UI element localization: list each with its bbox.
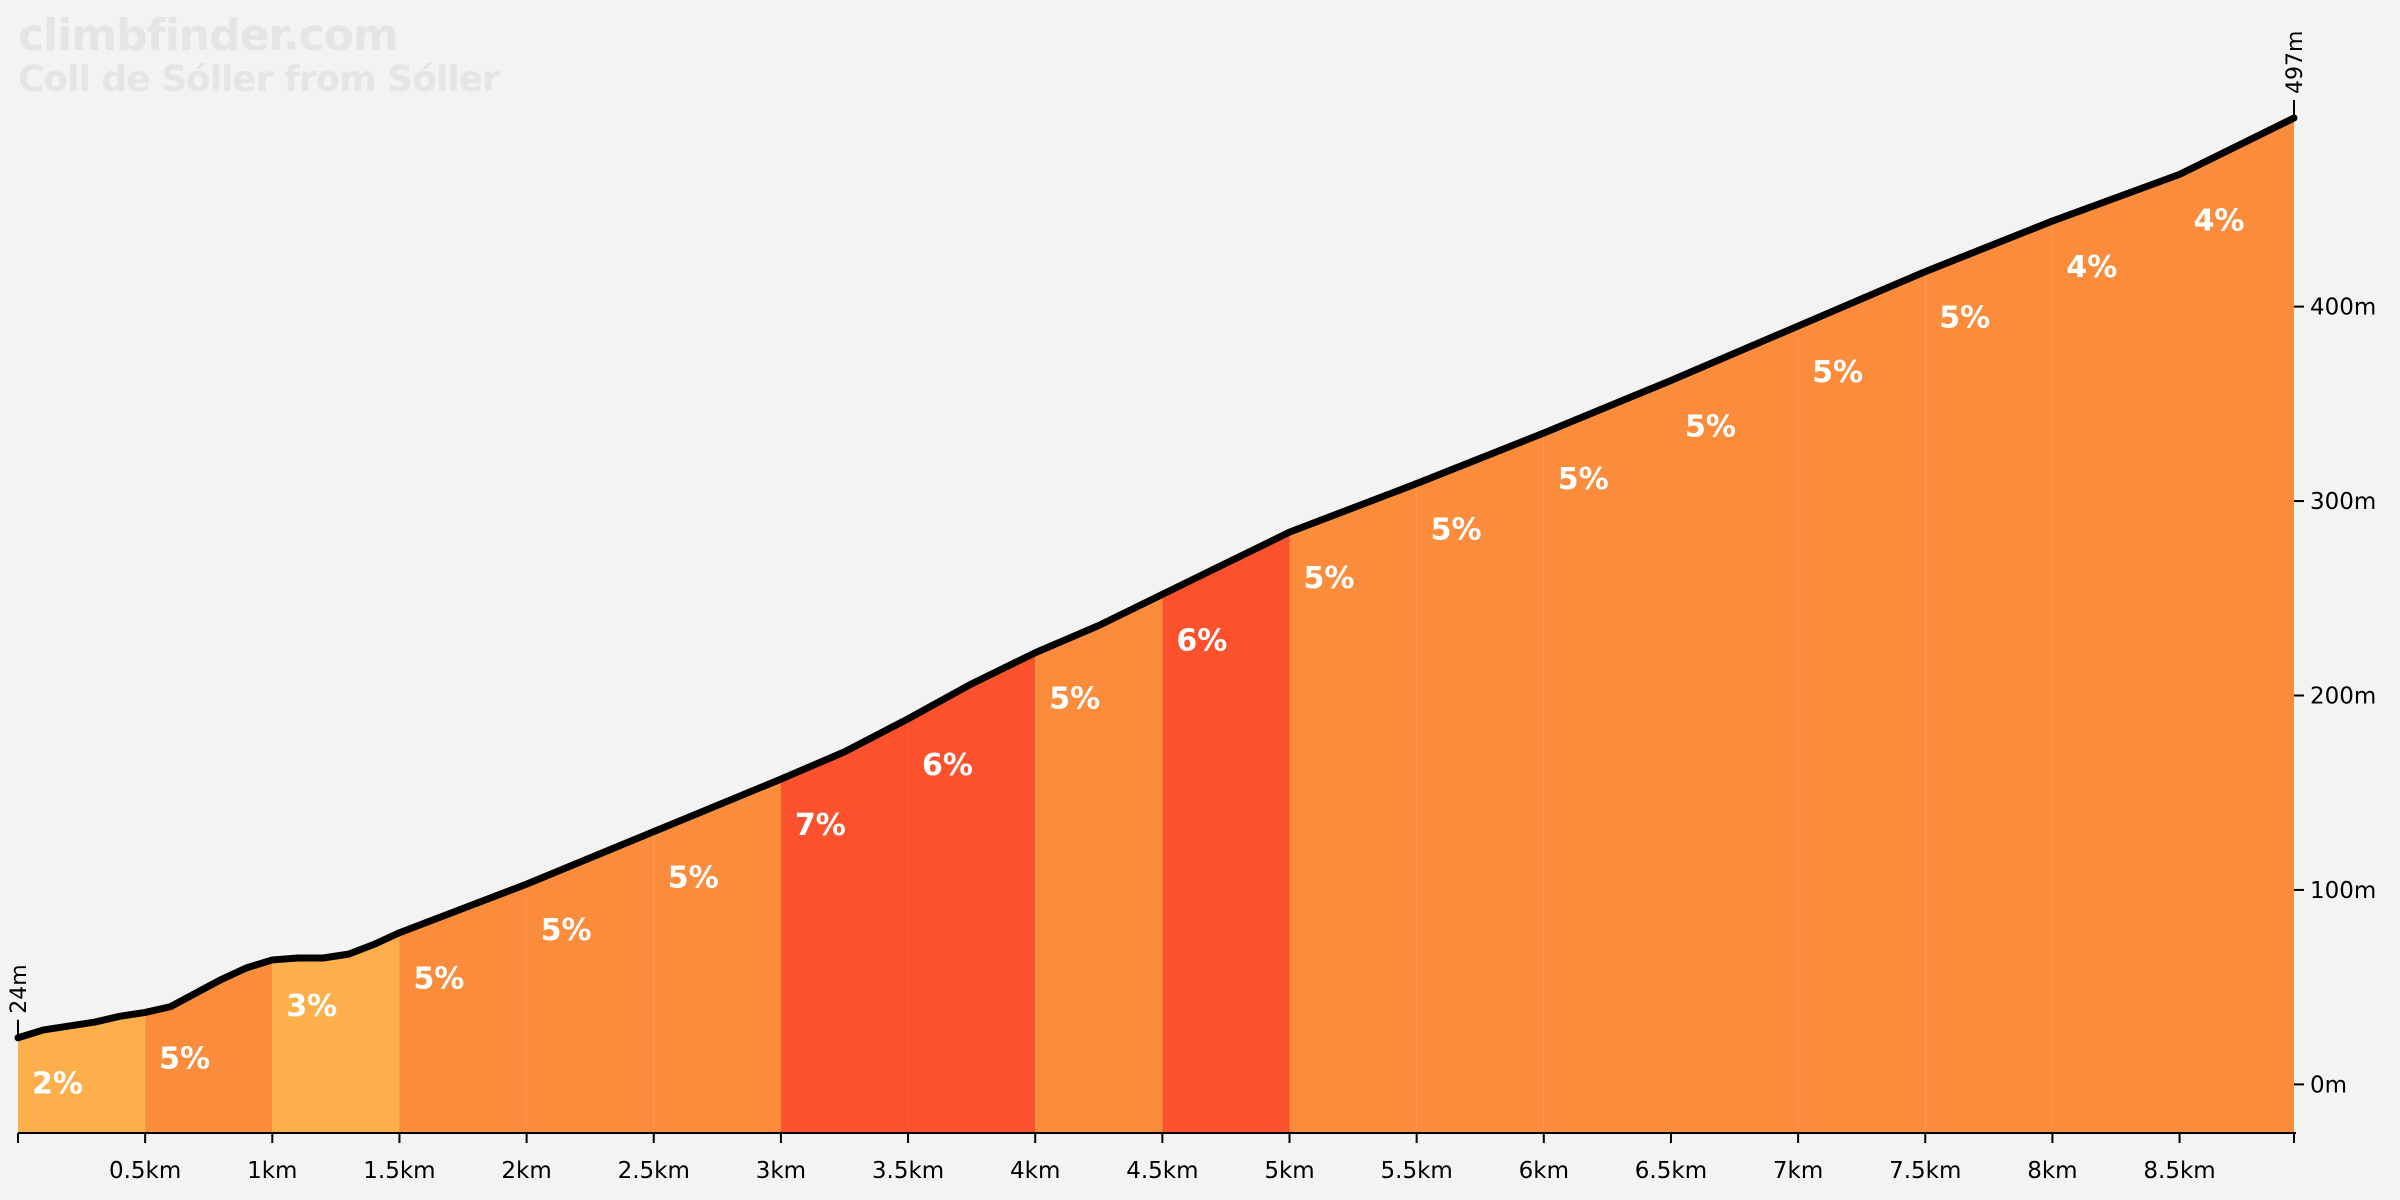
elevation-profile-line	[14, 114, 2298, 1042]
x-tick-label: 8km	[2027, 1158, 2077, 1184]
gradient-label: 5%	[413, 962, 464, 997]
x-tick-label: 7.5km	[1889, 1158, 1961, 1184]
x-tick-label: 0.5km	[109, 1158, 181, 1184]
x-tick-label: 1km	[247, 1158, 297, 1184]
gradient-label: 5%	[1049, 682, 1100, 717]
y-tick-label: 400m	[2310, 295, 2376, 321]
gradient-segment	[526, 831, 654, 1133]
y-tick-label: 100m	[2310, 878, 2376, 904]
gradient-segment	[2179, 118, 2294, 1133]
brand-watermark: climbfinder.com Coll de Sóller from Sóll…	[18, 10, 500, 100]
gradient-label: 3%	[286, 989, 337, 1024]
gradient-label: 6%	[1176, 623, 1227, 658]
gradient-labels: 2% 5% 3% 5% 5% 5% 7% 6% 5% 6% 5% 5% 5% 5% 5% 5% 4% 4%	[32, 203, 2245, 1101]
end-elevation-label: 497m	[2283, 31, 2308, 94]
x-tick-label: 7km	[1773, 1158, 1823, 1184]
x-tick-label: 3.5km	[872, 1158, 944, 1184]
gradient-segment	[399, 884, 527, 1133]
gradient-label: 4%	[2066, 250, 2117, 285]
gradient-label: 5%	[1558, 462, 1609, 497]
gradient-segment	[1416, 433, 1544, 1133]
gradient-label: 5%	[1431, 513, 1482, 548]
x-tick-label: 4km	[1010, 1158, 1060, 1184]
gradient-label: 7%	[795, 808, 846, 843]
y-tick-label: 0m	[2310, 1072, 2347, 1098]
x-tick-label: 6km	[1519, 1158, 1569, 1184]
gradient-label: 4%	[2194, 203, 2245, 238]
gradient-segment	[780, 718, 909, 1133]
gradient-segment	[908, 652, 1036, 1133]
y-tick-label: 300m	[2310, 489, 2376, 515]
gradient-label: 5%	[1685, 410, 1736, 445]
gradient-segment	[1543, 380, 1671, 1133]
gradient-segment	[1162, 532, 1290, 1133]
y-tick-label: 200m	[2310, 684, 2376, 710]
start-elevation-label: 24m	[7, 964, 32, 1013]
axes: 0.5km 1km 1.5km 2km 2.5km 3km 3.5km 4km 4.5km 5km…	[7, 31, 2376, 1184]
x-tick-label: 2.5km	[618, 1158, 690, 1184]
gradient-label: 5%	[1939, 301, 1990, 336]
climb-name: Coll de Sóller from Sóller	[18, 59, 500, 100]
x-tick-label: 5km	[1264, 1158, 1314, 1184]
x-tick-label: 8.5km	[2143, 1158, 2215, 1184]
gradient-segment	[1798, 271, 1926, 1134]
gradient-segment	[1035, 594, 1163, 1133]
gradient-label: 5%	[1304, 561, 1355, 596]
gradient-label: 5%	[668, 861, 719, 896]
gradient-label: 5%	[159, 1041, 210, 1076]
x-tick-label: 6.5km	[1635, 1158, 1707, 1184]
gradient-segment	[18, 1012, 146, 1133]
x-tick-label: 4.5km	[1126, 1158, 1198, 1184]
gradient-label: 5%	[541, 913, 592, 948]
x-tick-label: 1.5km	[363, 1158, 435, 1184]
x-tick-label: 3km	[756, 1158, 806, 1184]
gradient-label: 5%	[1812, 355, 1863, 390]
gradient-label: 2%	[32, 1067, 83, 1102]
gradient-segment	[2052, 174, 2180, 1133]
x-tick-label: 2km	[501, 1158, 551, 1184]
gradient-segment	[1925, 221, 2053, 1134]
gradient-segments	[18, 118, 2294, 1134]
site-name: climbfinder.com	[18, 10, 399, 61]
gradient-segment	[272, 932, 400, 1133]
gradient-segment	[1289, 483, 1417, 1133]
x-tick-label: 5.5km	[1381, 1158, 1453, 1184]
gradient-segment	[653, 779, 781, 1133]
gradient-segment	[1670, 326, 1799, 1133]
gradient-label: 6%	[922, 748, 973, 783]
